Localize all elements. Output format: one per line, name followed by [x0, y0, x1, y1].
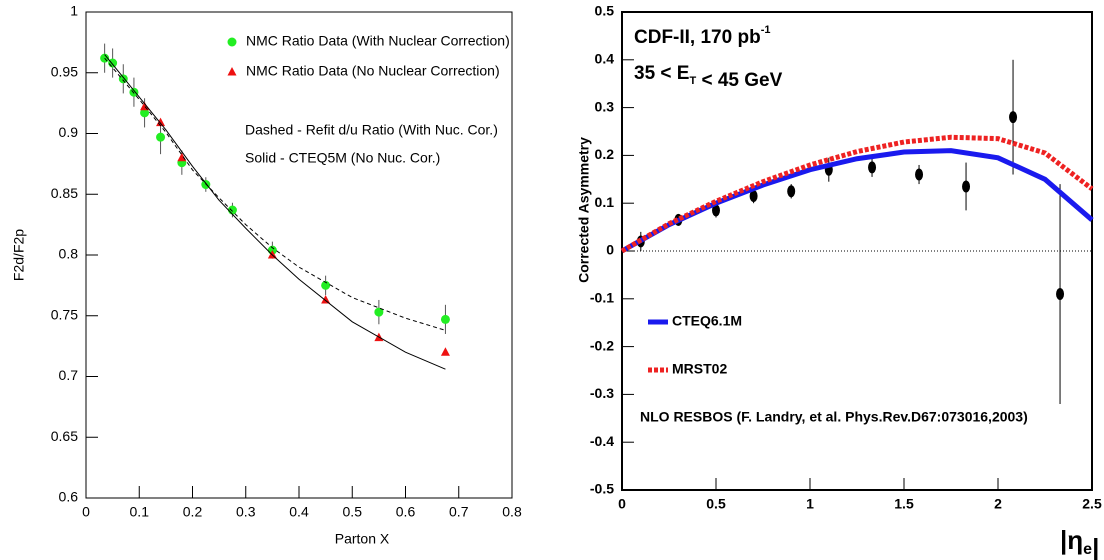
- point: [440, 347, 450, 356]
- y-tick-label: 0.95: [51, 63, 78, 79]
- point: [227, 205, 237, 215]
- point: [868, 161, 877, 174]
- label-part: e: [1083, 541, 1092, 558]
- curve: [104, 54, 446, 370]
- x-tick-label: 0.3: [236, 504, 256, 520]
- y-tick-label: 0.75: [51, 306, 78, 322]
- curve: [620, 134, 1094, 254]
- x-tick-label: 0.1: [130, 504, 150, 520]
- x-tick-label: 0.6: [396, 504, 416, 520]
- label-part: T: [689, 75, 696, 87]
- chart: 0.6 0.65 0.7 0.75 0.8 0.85 0.9 0.95 1 0 0.1 0.2 0.3 0…: [11, 3, 522, 547]
- label-part: -1: [761, 24, 771, 36]
- point: [374, 307, 384, 317]
- point: [712, 204, 720, 217]
- x-tick-label: 2.5: [1082, 496, 1102, 512]
- y-tick-label: -0.4: [590, 433, 614, 449]
- legend-marker: [227, 67, 237, 76]
- y-tick-label: 0.9: [59, 124, 79, 140]
- y-tick-label: 0.2: [595, 146, 615, 162]
- y-tick-label: 0.65: [51, 428, 78, 444]
- legend-label: NMC Ratio Data (No Nuclear Correction): [246, 63, 500, 79]
- y-tick-label: -0.5: [590, 481, 614, 497]
- x-tick-label: 2: [994, 496, 1002, 512]
- label: 35 < ET < 45 GeV: [634, 63, 783, 91]
- point: [118, 74, 128, 84]
- y-tick-label: 0.1: [595, 194, 615, 210]
- legend-label: MRST02: [672, 361, 727, 377]
- annotation: Solid - CTEQ5M (No Nuc. Cor.): [245, 150, 440, 166]
- y-tick-label: 0.8: [59, 246, 79, 262]
- legend-label: NMC Ratio Data (With Nuclear Correction): [246, 33, 510, 49]
- curve: [620, 148, 1094, 254]
- x-tick-label: 0.5: [343, 504, 363, 520]
- y-tick-label: 0.5: [595, 3, 615, 19]
- y-tick-label: -0.2: [590, 337, 614, 353]
- label: CDF-II, 170 pb-1: [634, 24, 770, 48]
- annotation: Dashed - Refit d/u Ratio (With Nuc. Cor.…: [245, 122, 498, 138]
- x-tick-label: 0.8: [502, 504, 522, 520]
- y-tick-label: 1: [70, 3, 78, 19]
- plot-frame: [85, 11, 513, 499]
- x-tick-label: 0.2: [183, 504, 203, 520]
- point: [267, 250, 277, 259]
- x-tick-label: 1.5: [894, 496, 914, 512]
- point: [749, 190, 758, 203]
- point: [156, 117, 166, 127]
- x-tick-label: 0: [618, 496, 626, 512]
- point: [440, 314, 450, 324]
- x-tick-label: 1: [806, 496, 814, 512]
- y-tick-label: 0: [606, 242, 614, 258]
- label-part: < 45 GeV: [696, 70, 782, 91]
- curve: [104, 57, 446, 331]
- y-tick-label: 0.3: [595, 98, 615, 114]
- x-tick-label: 0.4: [289, 504, 309, 520]
- y-tick-label: 0.7: [59, 367, 79, 383]
- label-part: 35 < E: [634, 63, 689, 84]
- chart: -0.5 -0.4 -0.3 -0.2 -0.1 0 0.1 0.2 0.3 0.4 0.5 0 0.5…: [576, 3, 1102, 560]
- legend-marker: [227, 37, 237, 47]
- y-tick-label: 0.4: [595, 51, 615, 67]
- x-axis-label: Parton X: [335, 531, 390, 547]
- note: NLO RESBOS (F. Landry, et al. Phys.Rev.D…: [640, 409, 1028, 425]
- point: [156, 132, 166, 142]
- x-tick-label: 0: [82, 504, 90, 520]
- y-tick-label: 0.85: [51, 185, 78, 201]
- y-tick-label: -0.3: [590, 385, 614, 401]
- y-axis-label: F2d/F2p: [11, 229, 27, 281]
- label-part: |η: [1060, 525, 1083, 555]
- point: [1056, 288, 1065, 301]
- point: [787, 185, 796, 198]
- x-tick-label: 0.7: [449, 504, 469, 520]
- point: [177, 152, 187, 162]
- point: [962, 180, 971, 193]
- y-tick-label: 0.6: [59, 489, 79, 505]
- legend-label: CTEQ6.1M: [672, 313, 742, 329]
- point: [321, 280, 331, 290]
- point: [140, 108, 150, 118]
- label-part: |: [1092, 533, 1099, 560]
- label-part: CDF-II, 170 pb: [634, 27, 761, 48]
- point: [915, 168, 924, 181]
- point: [1009, 111, 1018, 124]
- y-axis-label: Corrected Asymmetry: [576, 137, 592, 283]
- point: [321, 294, 331, 304]
- label: |ηe|: [1060, 525, 1099, 560]
- point: [129, 87, 139, 97]
- x-tick-label: 0.5: [706, 496, 726, 512]
- y-tick-label: -0.1: [590, 290, 614, 306]
